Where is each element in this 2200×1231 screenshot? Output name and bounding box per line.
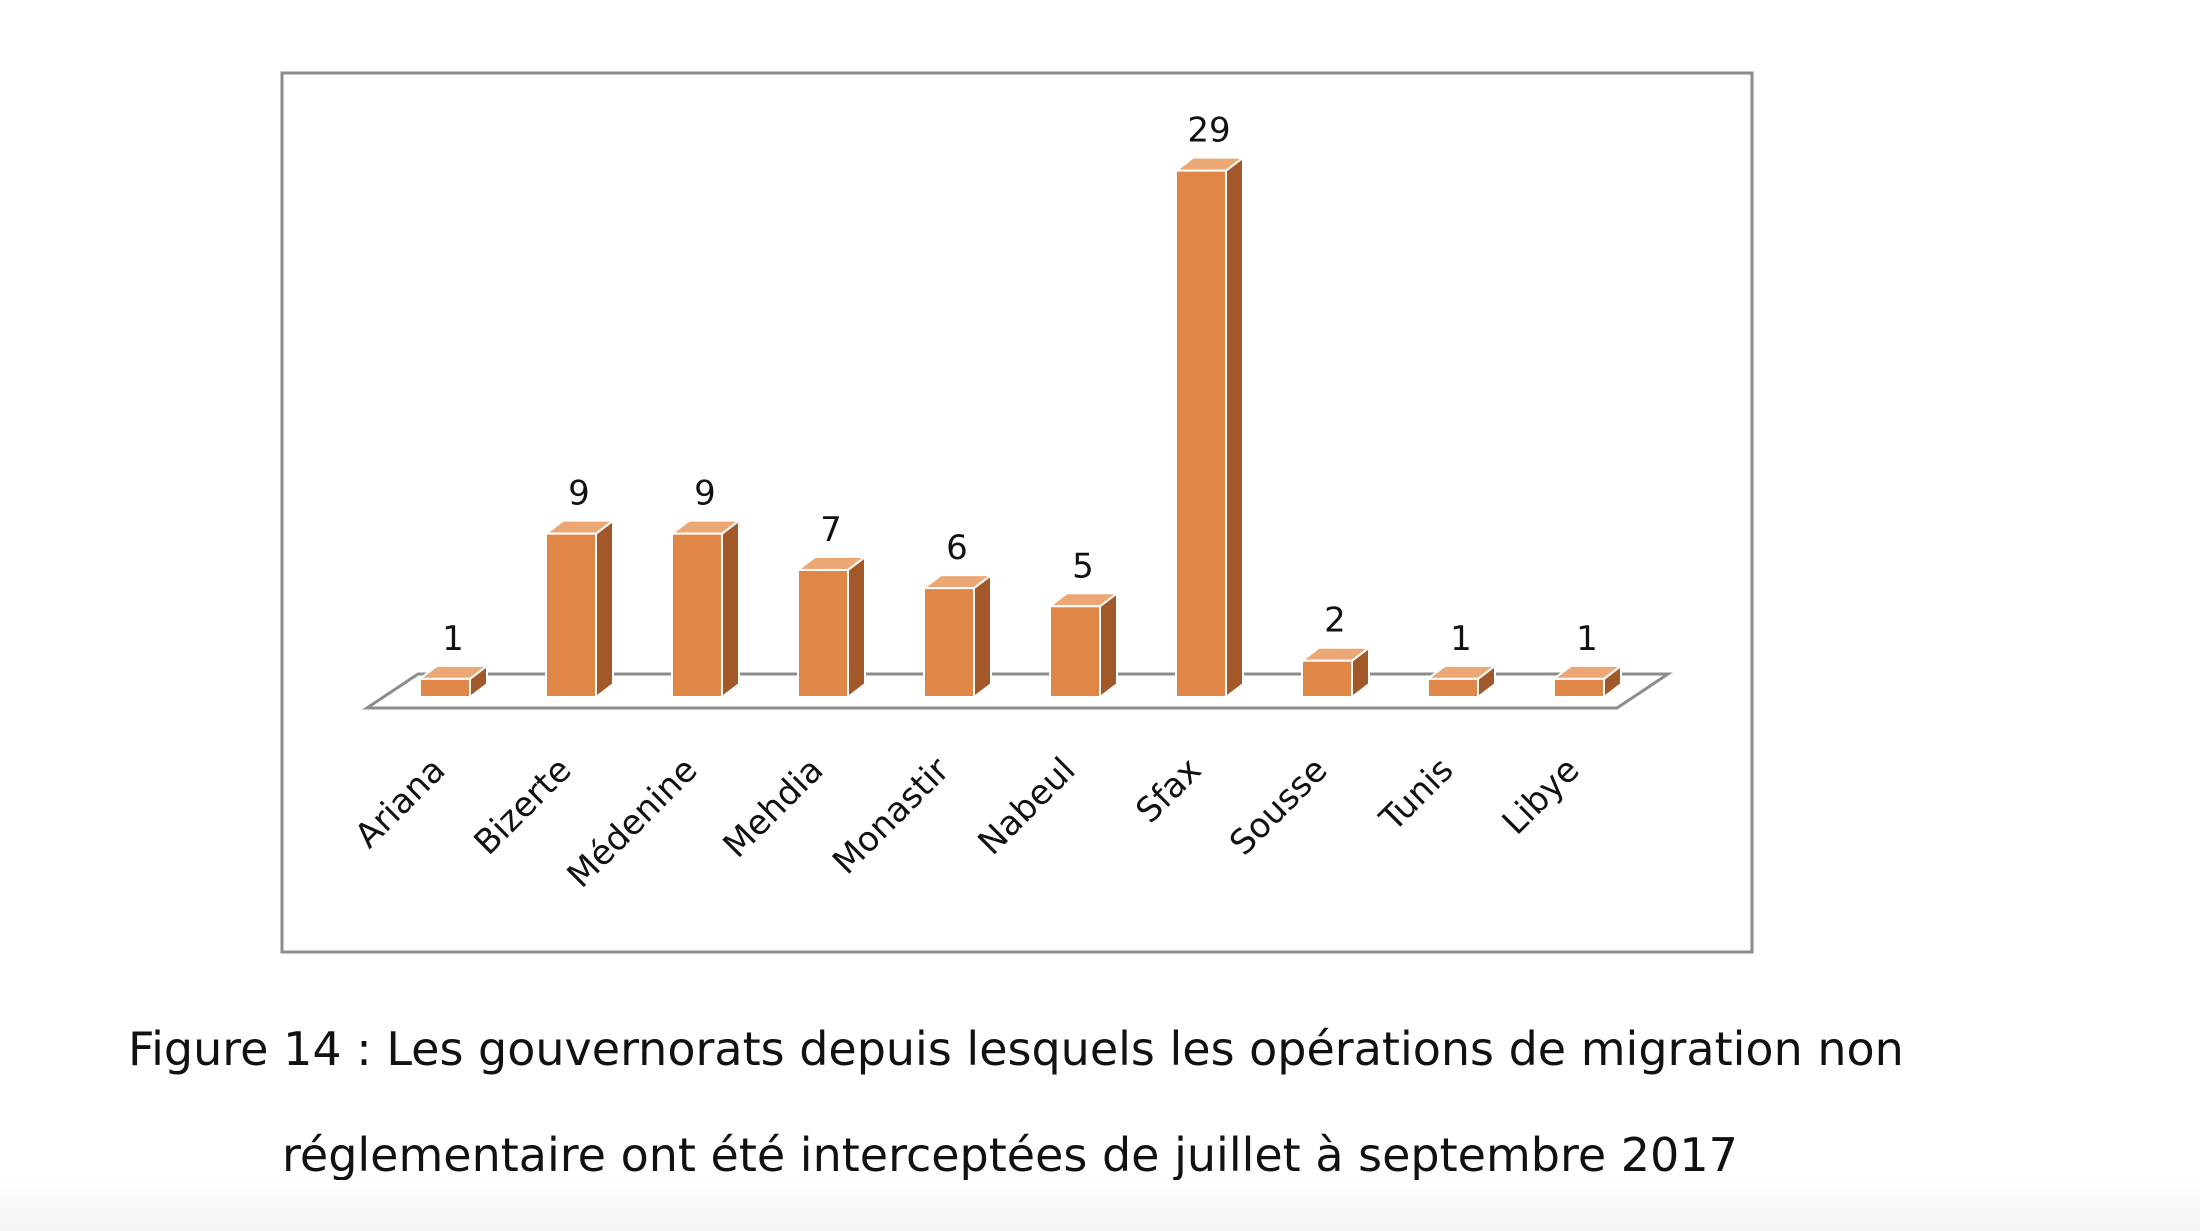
data-label: 1: [442, 619, 464, 659]
figure-caption-line-1: Figure 14 : Les gouvernorats depuis lesq…: [128, 1022, 1904, 1076]
bar-front: [1049, 605, 1101, 698]
data-label: 5: [1072, 546, 1094, 586]
bar-front: [797, 568, 849, 699]
bar-bizerte: [543, 518, 616, 700]
bar-side: [847, 554, 866, 700]
bar-front: [1427, 677, 1479, 698]
bar-sousse: [1299, 645, 1372, 700]
bar-nabeul: [1047, 591, 1120, 700]
bar-front: [545, 532, 597, 699]
bar-side: [973, 573, 992, 700]
figure-caption-line-2: réglementaire ont été interceptées de ju…: [282, 1128, 1738, 1182]
data-label: 1: [1576, 619, 1598, 659]
bar-tunis: [1425, 663, 1498, 700]
data-label: 1: [1450, 619, 1472, 659]
value-labels-layer: 1 9 9 7 6 5 29 2 1 1: [442, 111, 1598, 659]
bar-libye: [1551, 663, 1624, 700]
bar-side: [595, 518, 614, 700]
data-label: 7: [820, 510, 842, 550]
bar-mehdia: [795, 554, 868, 700]
bar-front: [671, 532, 723, 699]
bar-monastir: [921, 573, 994, 700]
bar-front: [1175, 169, 1227, 698]
data-label: 6: [946, 528, 968, 568]
bar-sfax: [1173, 155, 1246, 700]
bar-ariana: [417, 663, 490, 700]
bar-side: [1099, 591, 1118, 700]
bar-front: [1301, 659, 1353, 699]
bar-side: [1225, 155, 1244, 700]
data-label: 9: [568, 474, 590, 514]
page-bottom-shadow: [0, 1180, 2200, 1231]
bar-front: [923, 587, 975, 698]
bar-front: [1553, 677, 1605, 698]
data-label: 29: [1187, 111, 1230, 151]
bars-layer: [417, 155, 1624, 700]
bar-side: [721, 518, 740, 700]
bar-medenine: [669, 518, 742, 700]
data-label: 2: [1324, 601, 1346, 641]
chart-frame: [280, 71, 1754, 954]
data-label: 9: [694, 474, 716, 514]
bar-front: [419, 677, 471, 698]
